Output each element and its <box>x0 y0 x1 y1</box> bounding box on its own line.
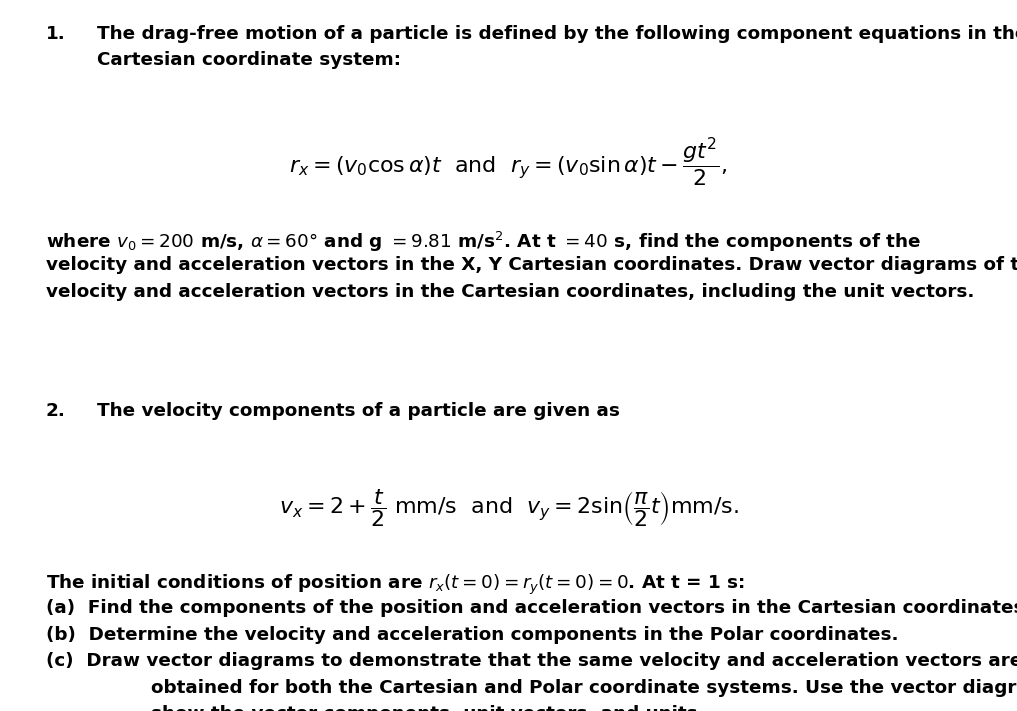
Text: obtained for both the Cartesian and Polar coordinate systems. Use the vector dia: obtained for both the Cartesian and Pola… <box>151 679 1017 697</box>
Text: velocity and acceleration vectors in the X, Y Cartesian coordinates. Draw vector: velocity and acceleration vectors in the… <box>46 256 1017 274</box>
Text: velocity and acceleration vectors in the Cartesian coordinates, including the un: velocity and acceleration vectors in the… <box>46 283 974 301</box>
Text: (a)  Find the components of the position and acceleration vectors in the Cartesi: (a) Find the components of the position … <box>46 599 1017 617</box>
Text: where $v_0 = 200$ m/s, $\alpha = 60°$ and g $= 9.81$ m/s$^2$. At t $= 40$ s, fin: where $v_0 = 200$ m/s, $\alpha = 60°$ an… <box>46 230 921 254</box>
Text: $r_x = (v_0 \cos \alpha)t\ \ \mathrm{and}\ \ r_y = (v_0 \sin \alpha)t - \dfrac{g: $r_x = (v_0 \cos \alpha)t\ \ \mathrm{and… <box>290 137 727 188</box>
Text: The initial conditions of position are $r_x(t = 0) = r_y(t = 0) = 0$. At t = 1 s: The initial conditions of position are $… <box>46 572 744 597</box>
Text: Cartesian coordinate system:: Cartesian coordinate system: <box>97 51 401 70</box>
Text: show the vector components, unit vectors, and units.: show the vector components, unit vectors… <box>151 705 704 711</box>
Text: 2.: 2. <box>46 402 66 420</box>
Text: $v_x = 2 + \dfrac{t}{2}\ \mathrm{mm/s}\ \ \mathrm{and}\ \ v_y = 2 \sin\!\left(\d: $v_x = 2 + \dfrac{t}{2}\ \mathrm{mm/s}\ … <box>279 488 738 530</box>
Text: The drag-free motion of a particle is defined by the following component equatio: The drag-free motion of a particle is de… <box>97 25 1017 43</box>
Text: (c)  Draw vector diagrams to demonstrate that the same velocity and acceleration: (c) Draw vector diagrams to demonstrate … <box>46 652 1017 670</box>
Text: The velocity components of a particle are given as: The velocity components of a particle ar… <box>97 402 619 420</box>
Text: (b)  Determine the velocity and acceleration components in the Polar coordinates: (b) Determine the velocity and accelerat… <box>46 626 898 643</box>
Text: 1.: 1. <box>46 25 65 43</box>
